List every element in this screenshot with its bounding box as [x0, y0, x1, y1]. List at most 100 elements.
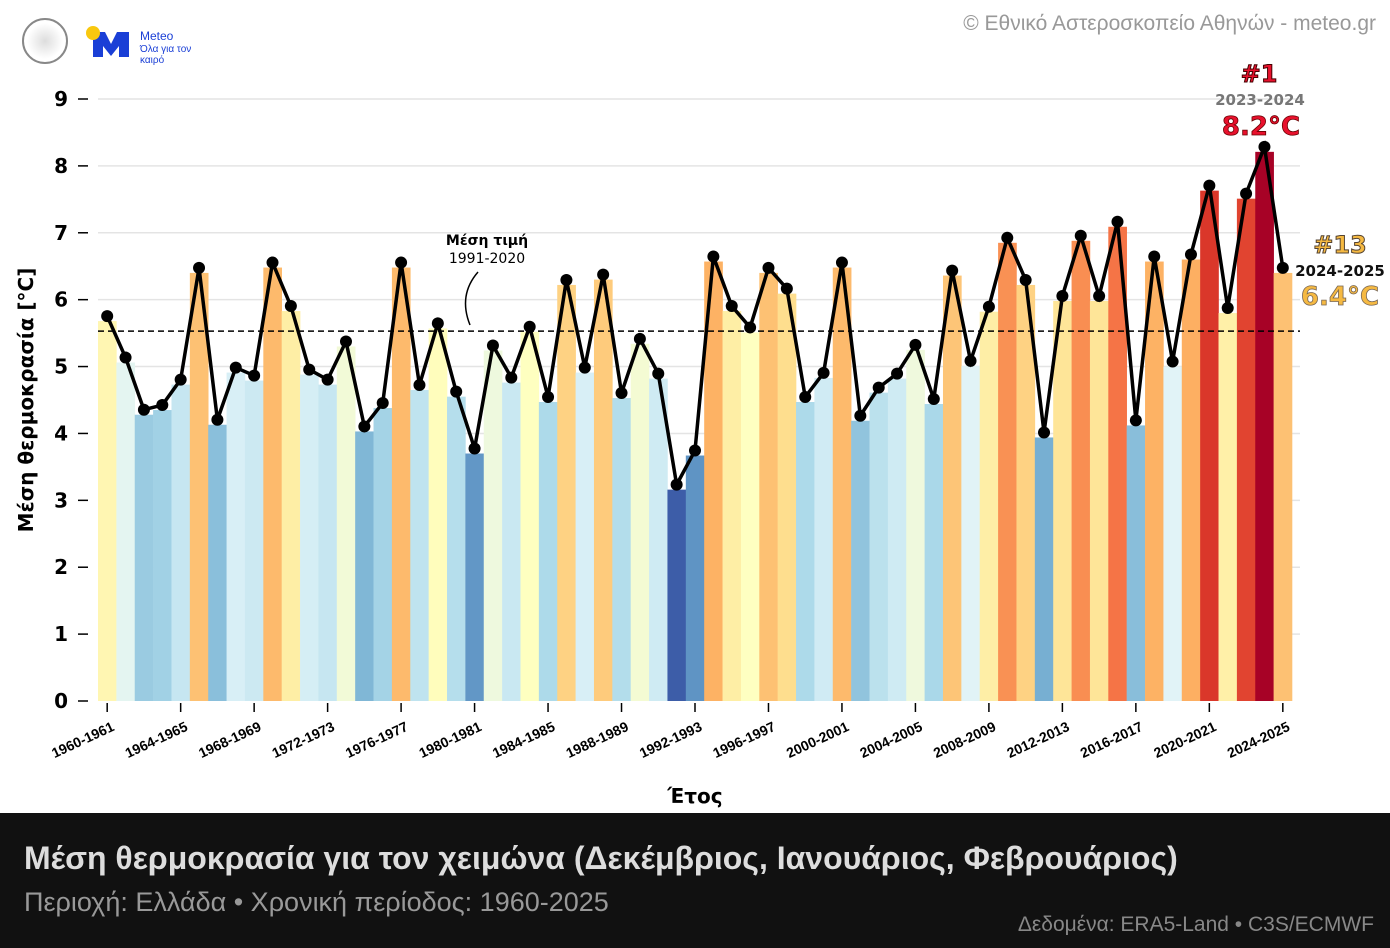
bar-2009-2010: [998, 242, 1017, 702]
bar-2006-2007: [942, 275, 962, 701]
annotation-rank-13: #13 2024-2025 6.4°C: [1295, 231, 1385, 313]
annotation-1-value: 8.2°C: [1222, 112, 1300, 142]
bar-1984-1985: [538, 402, 558, 701]
bar-1967-1968: [226, 372, 246, 701]
data-point-1981-1982: [486, 339, 499, 352]
data-point-1970-1971: [284, 300, 297, 313]
annotation-1-rank: #1: [1241, 60, 1278, 88]
bar-1974-1975: [355, 431, 374, 701]
data-point-2006-2007: [946, 264, 959, 277]
data-point-2017-2018: [1148, 250, 1161, 263]
y-axis-label: Μέση θερμοκρασία [°C]: [14, 268, 38, 533]
data-point-2003-2004: [891, 367, 904, 380]
y-tick-label: 0: [54, 689, 68, 713]
bar-1972-1973: [318, 384, 338, 701]
bar-2007-2008: [961, 365, 981, 701]
data-point-2020-2021: [1203, 179, 1216, 192]
data-point-1962-1963: [137, 403, 150, 416]
data-point-2019-2020: [1184, 248, 1197, 261]
bar-1976-1977: [391, 267, 411, 701]
bar-1965-1966: [189, 272, 209, 701]
bar-1964-1965: [171, 384, 191, 701]
data-point-2014-2015: [1093, 290, 1106, 303]
bar-1994-1995: [722, 311, 742, 701]
bar-1975-1976: [373, 408, 393, 701]
data-point-1971-1972: [303, 363, 316, 376]
chart-title: Μέση θερμοκρασία για τον χειμώνα (Δεκέμβ…: [24, 840, 1178, 876]
data-point-1993-1994: [707, 250, 720, 263]
data-point-1976-1977: [395, 256, 408, 269]
y-tick-label: 8: [54, 154, 68, 178]
bar-1961-1962: [116, 362, 136, 701]
meteo-logo-text: Meteo: [140, 29, 174, 43]
bar-2011-2012: [1034, 437, 1054, 701]
data-point-2023-2024: [1258, 140, 1271, 153]
data-point-1990-1991: [652, 367, 665, 380]
bar-1992-1993: [685, 455, 705, 701]
x-tick-label: 2004-2005: [857, 718, 925, 761]
bar-2012-2013: [1053, 301, 1072, 701]
bar-2001-2002: [851, 420, 870, 701]
data-point-1994-1995: [725, 300, 738, 313]
bar-2005-2006: [924, 404, 944, 701]
footer: Μέση θερμοκρασία για τον χειμώνα (Δεκέμβ…: [0, 813, 1390, 948]
data-point-1978-1979: [431, 317, 444, 330]
bar-1986-1987: [575, 372, 595, 701]
bar-1970-1971: [281, 311, 301, 701]
annotation-1-season: 2023-2024: [1215, 91, 1305, 109]
x-tick-label: 1960-1961: [49, 718, 117, 761]
y-tick-label: 3: [54, 488, 68, 512]
data-point-2005-2006: [927, 393, 940, 406]
data-point-1987-1988: [597, 268, 610, 281]
data-point-2018-2019: [1166, 355, 1179, 368]
bar-1999-2000: [814, 377, 834, 701]
data-point-2004-2005: [909, 338, 922, 351]
data-point-1998-1999: [799, 391, 812, 404]
bar-2015-2016: [1108, 226, 1127, 701]
data-point-2011-2012: [1038, 426, 1051, 439]
bar-2008-2009: [979, 311, 999, 701]
bar-2016-2017: [1126, 425, 1146, 701]
x-tick-label: 1976-1977: [343, 718, 411, 761]
data-point-1983-1984: [523, 320, 536, 333]
bar-2003-2004: [887, 378, 907, 701]
data-point-2007-2008: [964, 354, 977, 367]
bar-1998-1999: [796, 402, 815, 701]
y-tick-label: 5: [54, 355, 68, 379]
data-point-1974-1975: [358, 420, 371, 433]
bar-1973-1974: [336, 346, 356, 701]
data-point-2000-2001: [835, 256, 848, 269]
data-point-1991-1992: [670, 478, 683, 491]
data-point-2008-2009: [982, 300, 995, 313]
data-point-1961-1962: [119, 351, 132, 364]
x-tick-label: 1988-1989: [563, 718, 631, 761]
x-tick-label: 1984-1985: [490, 718, 558, 761]
observatory-seal-logo: [22, 18, 68, 64]
x-tick-label: 1972-1973: [269, 718, 337, 761]
y-tick-label: 2: [54, 555, 68, 579]
bar-2002-2003: [869, 392, 889, 701]
y-tick-label: 7: [54, 221, 68, 245]
data-point-1986-1987: [578, 361, 591, 374]
x-tick-label: 2020-2021: [1151, 718, 1219, 761]
data-point-1984-1985: [542, 391, 555, 404]
x-tick-label: 1992-1993: [637, 718, 705, 761]
bar-2004-2005: [906, 349, 925, 701]
data-point-1982-1983: [505, 371, 518, 384]
meteo-tagline: Όλα για τον καιρό: [140, 44, 192, 66]
bar-1996-1997: [759, 272, 778, 701]
bar-2022-2023: [1236, 198, 1256, 702]
bar-2018-2019: [1163, 366, 1183, 701]
bar-1968-1969: [244, 380, 264, 701]
bar-1969-1970: [263, 267, 282, 701]
data-point-2015-2016: [1111, 215, 1124, 228]
data-point-1963-1964: [156, 399, 169, 412]
data-point-2016-2017: [1129, 414, 1142, 427]
bar-2021-2022: [1218, 313, 1238, 701]
bar-2010-2011: [1016, 284, 1036, 701]
bar-1979-1980: [447, 396, 466, 701]
data-point-2001-2002: [854, 409, 867, 422]
bar-2017-2018: [1145, 261, 1164, 701]
data-point-2013-2014: [1074, 229, 1087, 242]
x-tick-label: 2000-2001: [784, 718, 852, 761]
